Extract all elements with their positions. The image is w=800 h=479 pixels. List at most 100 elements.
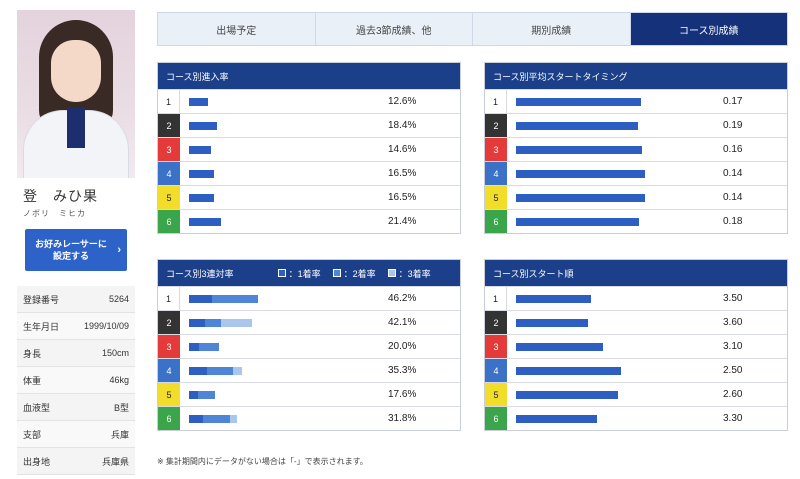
first-rate-bar <box>189 415 203 423</box>
course-number: 3 <box>485 138 507 161</box>
bar-group <box>189 367 242 375</box>
tab-schedule[interactable]: 出場予定 <box>158 13 316 45</box>
course-number: 5 <box>485 383 507 406</box>
course-row: 3 3.10 <box>485 334 787 358</box>
course-row: 4 0.14 <box>485 161 787 185</box>
tab-term-results[interactable]: 期別成績 <box>473 13 631 45</box>
first-rate-bar <box>189 391 198 399</box>
course-number: 6 <box>158 407 180 430</box>
bar-group <box>189 170 214 178</box>
value-label: 16.5% <box>388 192 417 203</box>
course-number: 6 <box>158 210 180 233</box>
course-row: 5 2.60 <box>485 382 787 406</box>
bar-group <box>189 295 259 303</box>
entry-rate-bar <box>189 194 214 202</box>
bar-group <box>189 415 237 423</box>
course-number: 2 <box>485 311 507 334</box>
start-order-bar <box>516 367 621 375</box>
course-number: 5 <box>158 383 180 406</box>
value-label: 0.19 <box>723 120 743 131</box>
bar-group <box>516 218 639 226</box>
entry-rate-title: コース別進入率 <box>158 63 460 89</box>
first-rate-bar <box>189 319 205 327</box>
value-label: 0.17 <box>723 96 743 107</box>
avg-start-bar <box>516 194 645 202</box>
course-number: 4 <box>158 359 180 382</box>
footnote: ※ 集計期間内にデータがない場合は「-」で表示されます。 <box>157 457 368 466</box>
bar-group <box>189 122 217 130</box>
start-order-bar <box>516 319 588 327</box>
add-favorite-racer-button[interactable]: お好みレーサーに 設定する › <box>25 229 127 271</box>
value-label: 12.6% <box>388 96 417 107</box>
legend-second: ：2着率 <box>332 267 376 280</box>
start-order-panel: コース別スタート順 1 3.50 2 3.60 3 3.10 4 2.50 5 2.60 6 3.30 <box>484 259 788 431</box>
avg-start-bar <box>516 146 642 154</box>
avg-start-panel: コース別平均スタートタイミング 1 0.17 2 0.19 3 0.16 4 0.14 5 0.1… <box>484 62 788 234</box>
start-order-bar <box>516 295 591 303</box>
course-row: 5 0.14 <box>485 185 787 209</box>
avg-start-bar <box>516 98 641 106</box>
profile-value: 150cm <box>101 348 129 358</box>
profile-value: 兵庫県 <box>101 456 129 467</box>
course-number: 3 <box>158 335 180 358</box>
tab-course-results[interactable]: コース別成績 <box>630 13 787 45</box>
course-number: 1 <box>158 90 180 113</box>
course-number: 3 <box>485 335 507 358</box>
course-number: 5 <box>158 186 180 209</box>
legend-first: ：1着率 <box>277 267 321 280</box>
profile-row: 出身地 兵庫県 <box>17 448 135 475</box>
top3-rate-panel: コース別3連対率 ：1着率 ：2着率 ：3着率 1 46.2% 2 42.1% 3 20.… <box>157 259 461 431</box>
profile-row: 生年月日 1999/10/09 <box>17 313 135 340</box>
course-number: 4 <box>485 359 507 382</box>
course-number: 2 <box>485 114 507 137</box>
bar-group <box>189 146 211 154</box>
profile-label: 出身地 <box>23 456 51 467</box>
top3-rate-header: コース別3連対率 ：1着率 ：2着率 ：3着率 <box>158 260 460 286</box>
second-rate-bar <box>197 391 216 399</box>
tab-recent-results[interactable]: 過去3節成績、他 <box>315 13 473 45</box>
profile-value: 46kg <box>109 375 129 385</box>
value-label: 20.0% <box>388 341 417 352</box>
racer-kana: ノボリ ミヒカ <box>23 209 86 218</box>
course-number: 2 <box>158 114 180 137</box>
third-rate-bar <box>220 319 253 327</box>
value-label: 2.60 <box>723 389 743 400</box>
legend-third: ：3着率 <box>387 267 431 280</box>
course-row: 5 16.5% <box>158 185 460 209</box>
bar-group <box>516 146 642 154</box>
avg-start-title: コース別平均スタートタイミング <box>485 63 787 89</box>
value-label: 0.16 <box>723 144 743 155</box>
course-row: 1 12.6% <box>158 89 460 113</box>
start-order-title: コース別スタート順 <box>485 260 787 286</box>
course-row: 6 31.8% <box>158 406 460 430</box>
bar-group <box>516 98 641 106</box>
bar-group <box>516 295 591 303</box>
course-row: 3 20.0% <box>158 334 460 358</box>
bar-group <box>189 194 214 202</box>
value-label: 35.3% <box>388 365 417 376</box>
profile-row: 体重 46kg <box>17 367 135 394</box>
course-row: 3 14.6% <box>158 137 460 161</box>
value-label: 3.60 <box>723 317 743 328</box>
value-label: 0.18 <box>723 216 743 227</box>
bar-group <box>516 319 588 327</box>
start-order-bar <box>516 415 597 423</box>
profile-label: 登録番号 <box>23 294 60 305</box>
avg-start-bar <box>516 170 645 178</box>
course-number: 6 <box>485 210 507 233</box>
value-label: 2.50 <box>723 365 743 376</box>
entry-rate-bar <box>189 170 214 178</box>
profile-label: 身長 <box>23 348 42 359</box>
bar-group <box>189 218 222 226</box>
entry-rate-bar <box>189 146 211 154</box>
results-tabs: 出場予定 過去3節成績、他 期別成績 コース別成績 <box>157 12 788 46</box>
profile-table: 登録番号 5264 生年月日 1999/10/09 身長 150cm 体重 46kg 血… <box>17 286 135 475</box>
bar-group <box>516 391 618 399</box>
value-label: 3.50 <box>723 293 743 304</box>
value-label: 14.6% <box>388 144 417 155</box>
course-number: 1 <box>485 287 507 310</box>
course-number: 5 <box>485 186 507 209</box>
course-number: 6 <box>485 407 507 430</box>
profile-row: 身長 150cm <box>17 340 135 367</box>
bar-group <box>189 98 208 106</box>
